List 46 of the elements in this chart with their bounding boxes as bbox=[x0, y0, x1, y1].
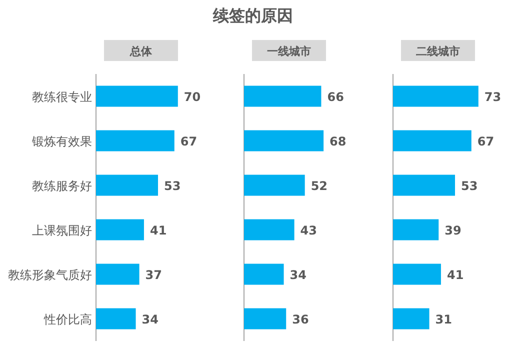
data-label: 37 bbox=[145, 268, 162, 282]
bar bbox=[393, 174, 456, 196]
bar bbox=[96, 219, 144, 240]
data-label: 67 bbox=[180, 134, 198, 148]
data-label: 41 bbox=[150, 223, 167, 238]
data-label: 67 bbox=[477, 134, 494, 148]
data-label: 34 bbox=[142, 312, 158, 326]
bar bbox=[393, 130, 472, 152]
bar bbox=[244, 219, 294, 240]
bar bbox=[96, 308, 136, 330]
y-tick-label: 教练服务好 bbox=[32, 178, 92, 193]
chart-title: 续签的原因 bbox=[212, 6, 293, 25]
chart-subtitle: 一线城市 bbox=[267, 45, 311, 58]
y-tick-label: 上课氛围好 bbox=[32, 223, 92, 238]
y-tick-label: 教练很专业 bbox=[32, 90, 92, 104]
data-label: 43 bbox=[300, 223, 318, 238]
data-label: 34 bbox=[290, 268, 306, 282]
data-label: 36 bbox=[292, 312, 309, 326]
y-tick-label: 教练形象气质好 bbox=[8, 268, 92, 282]
chart-subtitle: 总体 bbox=[129, 45, 153, 58]
data-label: 52 bbox=[310, 178, 328, 193]
y-tick-label: 锻炼有效果 bbox=[31, 134, 92, 148]
bar bbox=[244, 86, 322, 107]
chart-subtitle: 二线城市 bbox=[416, 45, 460, 58]
bar bbox=[244, 264, 284, 285]
data-label: 70 bbox=[184, 90, 201, 104]
bar bbox=[96, 86, 178, 107]
data-label: 53 bbox=[164, 178, 181, 193]
data-label: 31 bbox=[435, 312, 452, 326]
bar bbox=[393, 219, 439, 240]
y-tick-label: 性价比高 bbox=[43, 312, 92, 326]
bar bbox=[244, 130, 324, 152]
bar bbox=[393, 264, 441, 285]
bar bbox=[96, 130, 174, 152]
bar bbox=[96, 264, 140, 285]
data-label: 68 bbox=[330, 134, 346, 148]
data-label: 39 bbox=[444, 223, 462, 238]
bar bbox=[393, 308, 430, 330]
bar bbox=[96, 174, 158, 196]
data-label: 73 bbox=[484, 90, 502, 104]
data-label: 53 bbox=[461, 178, 478, 193]
data-label: 41 bbox=[446, 268, 464, 282]
bar bbox=[244, 174, 305, 196]
data-label: 66 bbox=[327, 90, 344, 104]
bar bbox=[244, 308, 286, 330]
bar bbox=[393, 86, 478, 107]
